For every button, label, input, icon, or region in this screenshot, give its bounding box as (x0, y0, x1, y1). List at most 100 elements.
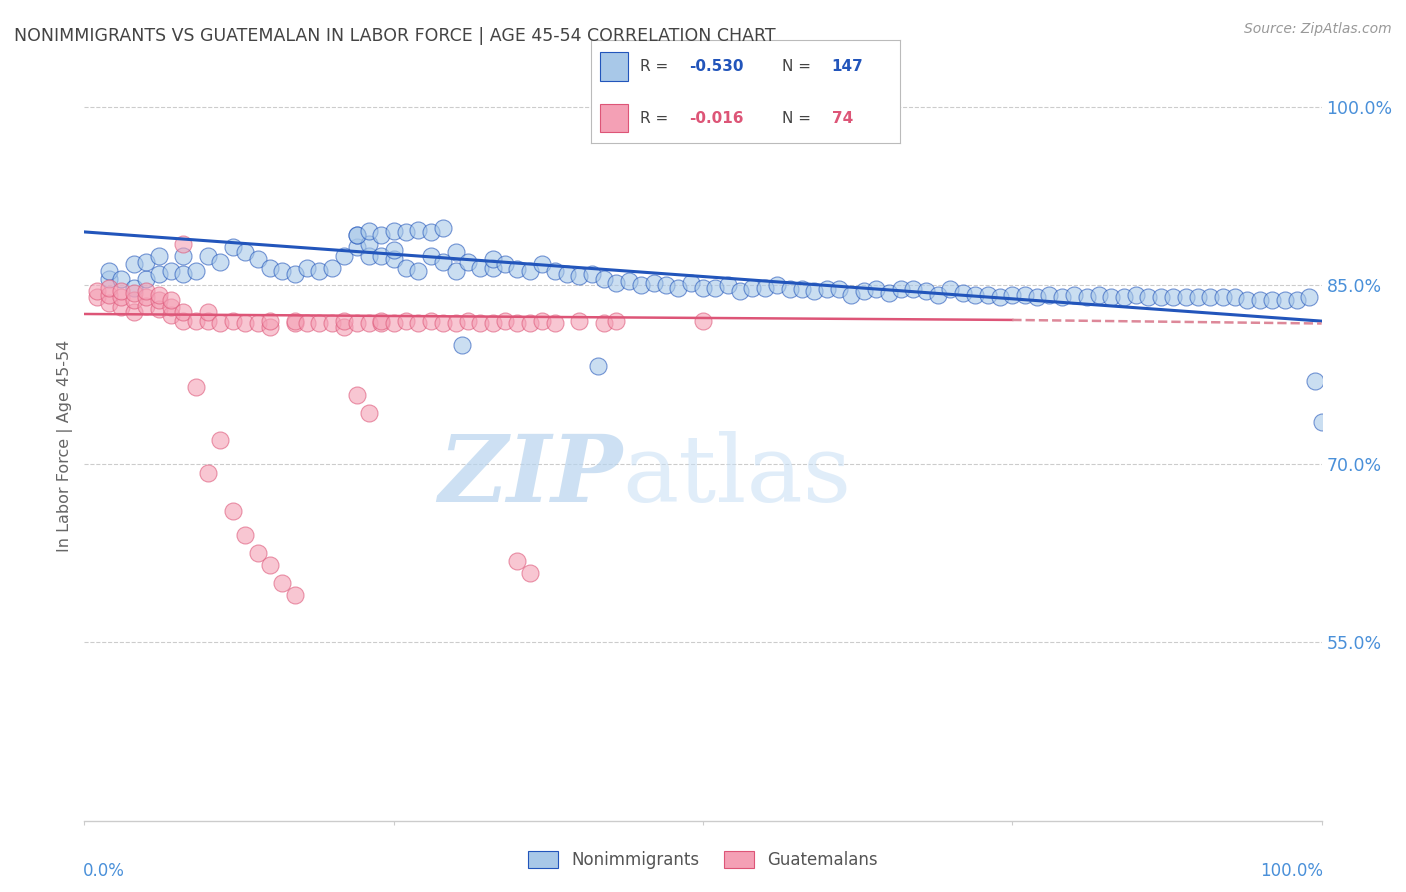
Point (543, 317, 565, 331)
Point (122, 257, 145, 271)
Point (222, 240, 245, 254)
Text: R =: R = (640, 111, 668, 126)
Point (704, 281, 727, 295)
Point (135, 254, 157, 268)
Point (357, 317, 380, 331)
Point (1223, 290, 1246, 304)
Point (122, 293, 145, 307)
Point (246, 252, 269, 267)
Point (494, 314, 516, 328)
Point (803, 285, 825, 299)
Point (98, 288, 121, 302)
Point (481, 317, 503, 331)
Point (160, 300, 183, 314)
Point (1125, 288, 1147, 302)
Point (98, 281, 121, 295)
Text: 0.0%: 0.0% (83, 862, 125, 880)
Text: R =: R = (640, 59, 668, 74)
Point (110, 272, 132, 286)
Point (135, 285, 157, 299)
Point (370, 314, 392, 328)
Point (86, 290, 108, 304)
Point (531, 314, 554, 328)
Point (321, 317, 343, 331)
Point (419, 249, 441, 263)
Point (1038, 288, 1060, 302)
Point (346, 228, 368, 243)
Point (1261, 293, 1284, 307)
Point (148, 267, 170, 281)
Point (284, 317, 307, 331)
Point (321, 260, 343, 275)
Point (370, 228, 392, 243)
Point (233, 528, 256, 542)
Point (233, 317, 256, 331)
Point (160, 293, 183, 307)
Point (914, 285, 936, 299)
Point (284, 588, 307, 602)
Point (98, 264, 121, 278)
Point (408, 317, 430, 331)
Point (148, 249, 170, 263)
Point (233, 245, 256, 260)
Point (1001, 288, 1024, 302)
Point (470, 317, 492, 331)
Point (110, 290, 132, 304)
Point (308, 264, 330, 278)
Point (790, 282, 813, 296)
Point (976, 288, 998, 302)
Point (754, 281, 776, 295)
Point (184, 314, 207, 328)
Point (197, 314, 219, 328)
Text: N =: N = (782, 111, 811, 126)
Point (172, 267, 194, 281)
Point (148, 288, 170, 302)
Point (370, 317, 392, 331)
Point (246, 317, 269, 331)
Point (346, 228, 368, 243)
Point (679, 276, 702, 290)
Point (135, 299, 157, 313)
Point (259, 314, 281, 328)
Y-axis label: In Labor Force | Age 45-54: In Labor Force | Age 45-54 (58, 340, 73, 552)
Point (815, 282, 838, 296)
Point (419, 314, 441, 328)
Point (1310, 415, 1333, 429)
Point (506, 554, 529, 568)
Legend: Nonimmigrants, Guatemalans: Nonimmigrants, Guatemalans (522, 845, 884, 876)
Text: NONIMMIGRANTS VS GUATEMALAN IN LABOR FORCE | AGE 45-54 CORRELATION CHART: NONIMMIGRANTS VS GUATEMALAN IN LABOR FOR… (14, 27, 776, 45)
Point (457, 254, 479, 268)
Point (259, 558, 281, 572)
Point (259, 320, 281, 334)
Point (1298, 290, 1320, 304)
Point (110, 300, 132, 314)
Point (395, 260, 418, 275)
Point (593, 272, 616, 286)
Point (333, 320, 356, 334)
Point (1137, 290, 1160, 304)
Point (593, 317, 616, 331)
Point (346, 388, 368, 402)
Point (1112, 290, 1135, 304)
Point (828, 282, 851, 296)
Point (382, 317, 405, 331)
Point (432, 221, 454, 235)
Point (357, 249, 380, 263)
Point (890, 282, 912, 296)
Point (1099, 290, 1122, 304)
Point (357, 224, 380, 238)
Point (148, 293, 170, 307)
Point (1063, 288, 1085, 302)
Point (160, 308, 183, 322)
Point (395, 225, 418, 239)
Point (197, 304, 219, 318)
Point (184, 264, 207, 278)
Point (346, 317, 368, 331)
Point (852, 285, 875, 299)
Point (666, 281, 689, 295)
Text: 100.0%: 100.0% (1260, 862, 1323, 880)
Point (135, 272, 157, 286)
Point (1274, 293, 1296, 307)
Point (543, 264, 565, 278)
Point (284, 267, 307, 281)
